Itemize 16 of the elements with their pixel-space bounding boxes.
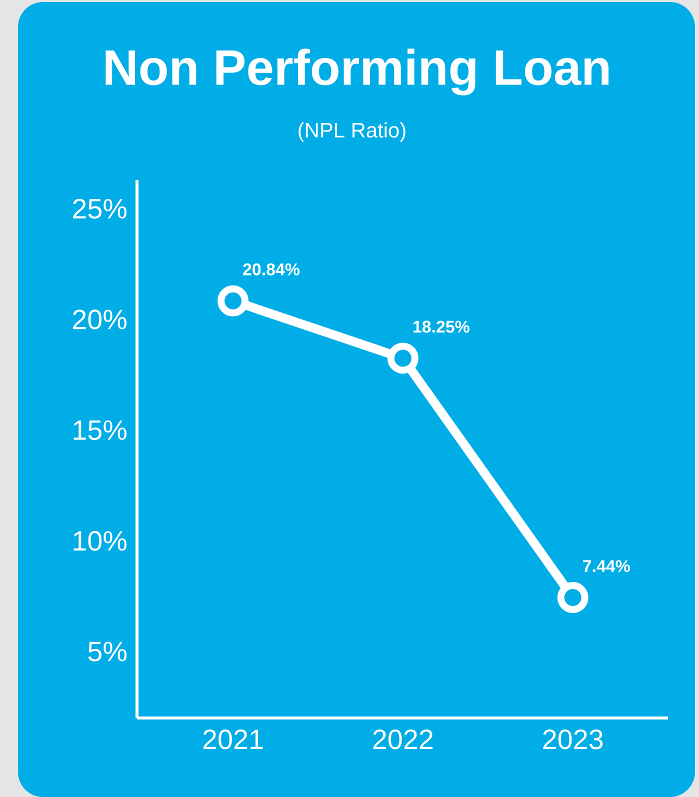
x-tick-label: 2023: [543, 730, 603, 750]
x-tick-label: 2022: [373, 730, 433, 750]
y-tick-label: 10%: [74, 531, 126, 551]
point: [218, 285, 249, 316]
chart-subtitle: (NPL Ratio): [298, 122, 406, 142]
y-tick-label: 20%: [73, 310, 126, 330]
data-label: 18.25%: [414, 320, 470, 333]
x-tick-label: 2021: [203, 730, 263, 750]
point: [387, 342, 418, 374]
y-tick-label: 15%: [74, 420, 126, 440]
data-label: 7.44%: [583, 560, 630, 572]
point: [557, 582, 588, 614]
y-tick-label: 25%: [73, 198, 126, 219]
chart-title: Non Performing Loan: [106, 48, 608, 96]
data-label: 20.84%: [243, 263, 300, 276]
y-tick-label: 5%: [88, 642, 126, 662]
